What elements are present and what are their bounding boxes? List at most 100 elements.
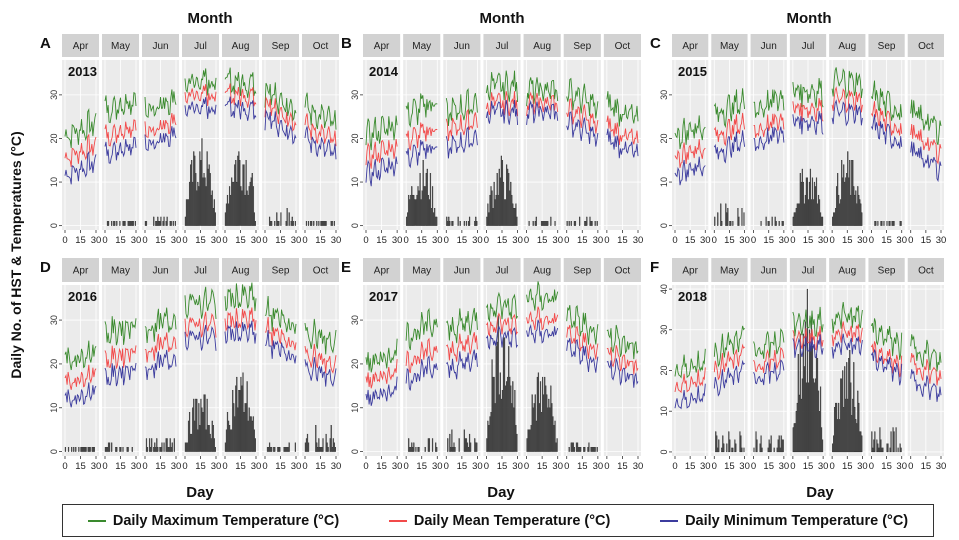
hst-bar (317, 447, 319, 452)
hst-bar (500, 398, 502, 452)
hst-bar (464, 438, 467, 452)
facet-jun: Jun 0 15 30 (443, 258, 483, 472)
hst-bar (834, 212, 836, 226)
x-tick-label: 15 (577, 461, 588, 472)
hst-bar (200, 160, 202, 226)
hst-bar (861, 212, 863, 226)
x-tick-label: 15 (195, 235, 206, 246)
hst-bar (207, 168, 209, 226)
x-tick-label: 15 (617, 235, 628, 246)
hst-bar (545, 385, 547, 452)
x-tick-label: 15 (416, 461, 427, 472)
hst-bar (435, 442, 437, 452)
hst-bar (804, 194, 806, 226)
hst-bar (228, 425, 231, 452)
hst-bar (720, 203, 722, 226)
hst-bar (206, 151, 208, 226)
hst-bar (287, 447, 289, 452)
x-tick-label: 0 (403, 235, 408, 246)
hst-bar (131, 221, 133, 226)
hst-bar (843, 164, 845, 226)
x-tick-label: 30 (211, 461, 222, 472)
y-tick-label: 0 (659, 449, 669, 454)
hst-bar (449, 433, 451, 452)
facet-jul: Jul 0 15 30 (789, 258, 829, 472)
facet-strip-label: May (412, 41, 431, 52)
x-tick-label: 0 (524, 235, 529, 246)
series-line-min (753, 126, 785, 151)
hst-bar (452, 447, 454, 452)
series-line-min (713, 359, 745, 397)
series-line-min (365, 376, 398, 406)
series-line-mean (526, 91, 559, 117)
facet-strip-label: Aug (838, 266, 856, 277)
hst-bar (166, 216, 168, 226)
facet-strip-label: May (720, 41, 739, 52)
facet-may: May 0 15 30 (403, 258, 443, 472)
hst-bar (735, 443, 737, 453)
facet-strip (829, 258, 866, 282)
year-label: 2013 (68, 64, 97, 79)
y-tick-label: 20 (350, 133, 360, 143)
hst-bar (808, 329, 811, 453)
hst-bar (203, 394, 205, 452)
hst-bar (237, 407, 239, 452)
hst-bar (239, 390, 241, 452)
panel-letter: E (341, 259, 351, 276)
hst-bar (271, 221, 273, 226)
facet-strip-label: Apr (682, 266, 698, 277)
series-line-min (485, 99, 519, 126)
hst-bar (467, 221, 470, 226)
hst-bar (856, 423, 858, 453)
hst-bar (878, 447, 880, 453)
hst-bar (529, 429, 531, 452)
hst-bar (225, 429, 228, 452)
facet-may: May 0 15 30 (711, 258, 750, 472)
series-line-mean (365, 138, 398, 169)
facet-strip-label: Sep (878, 41, 896, 52)
hst-bar (527, 429, 529, 452)
facet-strip-label: Oct (918, 266, 934, 277)
x-tick-label: 15 (881, 235, 892, 246)
series-line-mean (526, 306, 559, 331)
series-line-mean (831, 321, 863, 347)
hst-bar (284, 447, 286, 452)
hst-bar (127, 221, 129, 226)
hst-bar (593, 447, 595, 452)
x-tick-label: 0 (869, 461, 874, 472)
x-tick-label: 15 (315, 235, 326, 246)
hst-bar (855, 190, 857, 226)
hst-bar (548, 398, 550, 452)
x-tick-label: 30 (818, 461, 829, 472)
x-tick-label: 30 (131, 235, 142, 246)
hst-bar (585, 221, 587, 226)
hst-bar (418, 447, 420, 452)
hst-bar (816, 358, 819, 453)
hst-bar (728, 431, 730, 453)
hst-bar (840, 378, 842, 453)
facet-strip (563, 258, 601, 282)
series-line-min (910, 141, 942, 183)
x-tick-label: 30 (593, 235, 604, 246)
hst-bar (855, 419, 857, 453)
hst-bar (842, 177, 844, 226)
x-tick-label: 15 (275, 461, 286, 472)
hst-bar (854, 406, 856, 453)
x-tick-label: 0 (262, 461, 267, 472)
hst-bar (71, 447, 73, 452)
hst-bar (771, 216, 773, 226)
hst-bar (554, 420, 556, 452)
series-line-min (144, 126, 177, 152)
hst-bar (881, 447, 883, 453)
hst-bar (192, 407, 194, 452)
hst-bar (555, 442, 557, 452)
hst-bar (237, 155, 239, 226)
hst-bar (157, 216, 159, 226)
hst-bar (596, 447, 598, 452)
facet-strip-label: Jul (194, 266, 207, 277)
hst-bar (245, 160, 247, 226)
facet-may: May 0 15 30 (711, 34, 750, 246)
facet-aug: Aug 0 15 30 (523, 258, 563, 472)
hst-bar (467, 447, 470, 452)
hst-bar (228, 186, 231, 226)
